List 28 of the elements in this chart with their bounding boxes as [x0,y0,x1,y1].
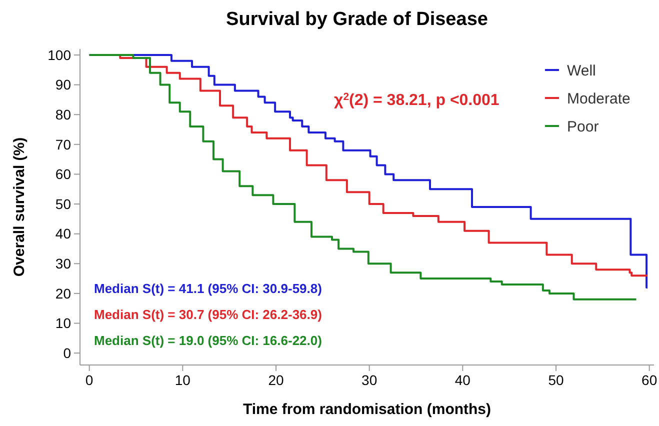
x-tick-label: 40 [454,372,471,388]
x-tick-label: 10 [174,372,191,388]
y-tick-label: 50 [55,196,72,212]
annotation: Median S(t) = 19.0 (95% CI: 16.6-22.0) [94,333,322,348]
annotation: Median S(t) = 30.7 (95% CI: 26.2-36.9) [94,307,322,322]
y-tick-label: 100 [48,46,72,63]
x-tick-label: 60 [642,372,658,388]
legend-label: Moderate [567,90,630,108]
x-axis-title: Time from randomisation (months) [242,401,492,418]
y-tick-label: 70 [55,136,72,152]
x-tick-label: 0 [85,372,94,388]
y-tick-label: 60 [55,166,72,182]
y-tick-label: 90 [55,76,72,93]
y-tick-label: 0 [63,344,72,361]
y-tick-label: 10 [55,315,72,332]
legend-label: Well [567,62,596,80]
x-tick-label: 20 [268,372,284,388]
x-tick-label: 30 [362,372,378,388]
annotation: Median S(t) = 41.1 (95% CI: 30.9-59.8) [94,281,322,296]
chart-title: Survival by Grade of Disease [226,9,488,30]
y-tick-label: 80 [55,106,72,122]
y-tick-label: 30 [55,256,72,272]
x-tick-label: 50 [548,372,564,388]
y-axis-title: Overall survival (%) [11,137,28,277]
y-tick-label: 20 [55,285,72,302]
y-tick-label: 40 [55,226,72,242]
legend-label: Poor [567,118,599,136]
annotation: χ$^{2}$(2) = 38.21, p <0.001 [334,92,500,109]
